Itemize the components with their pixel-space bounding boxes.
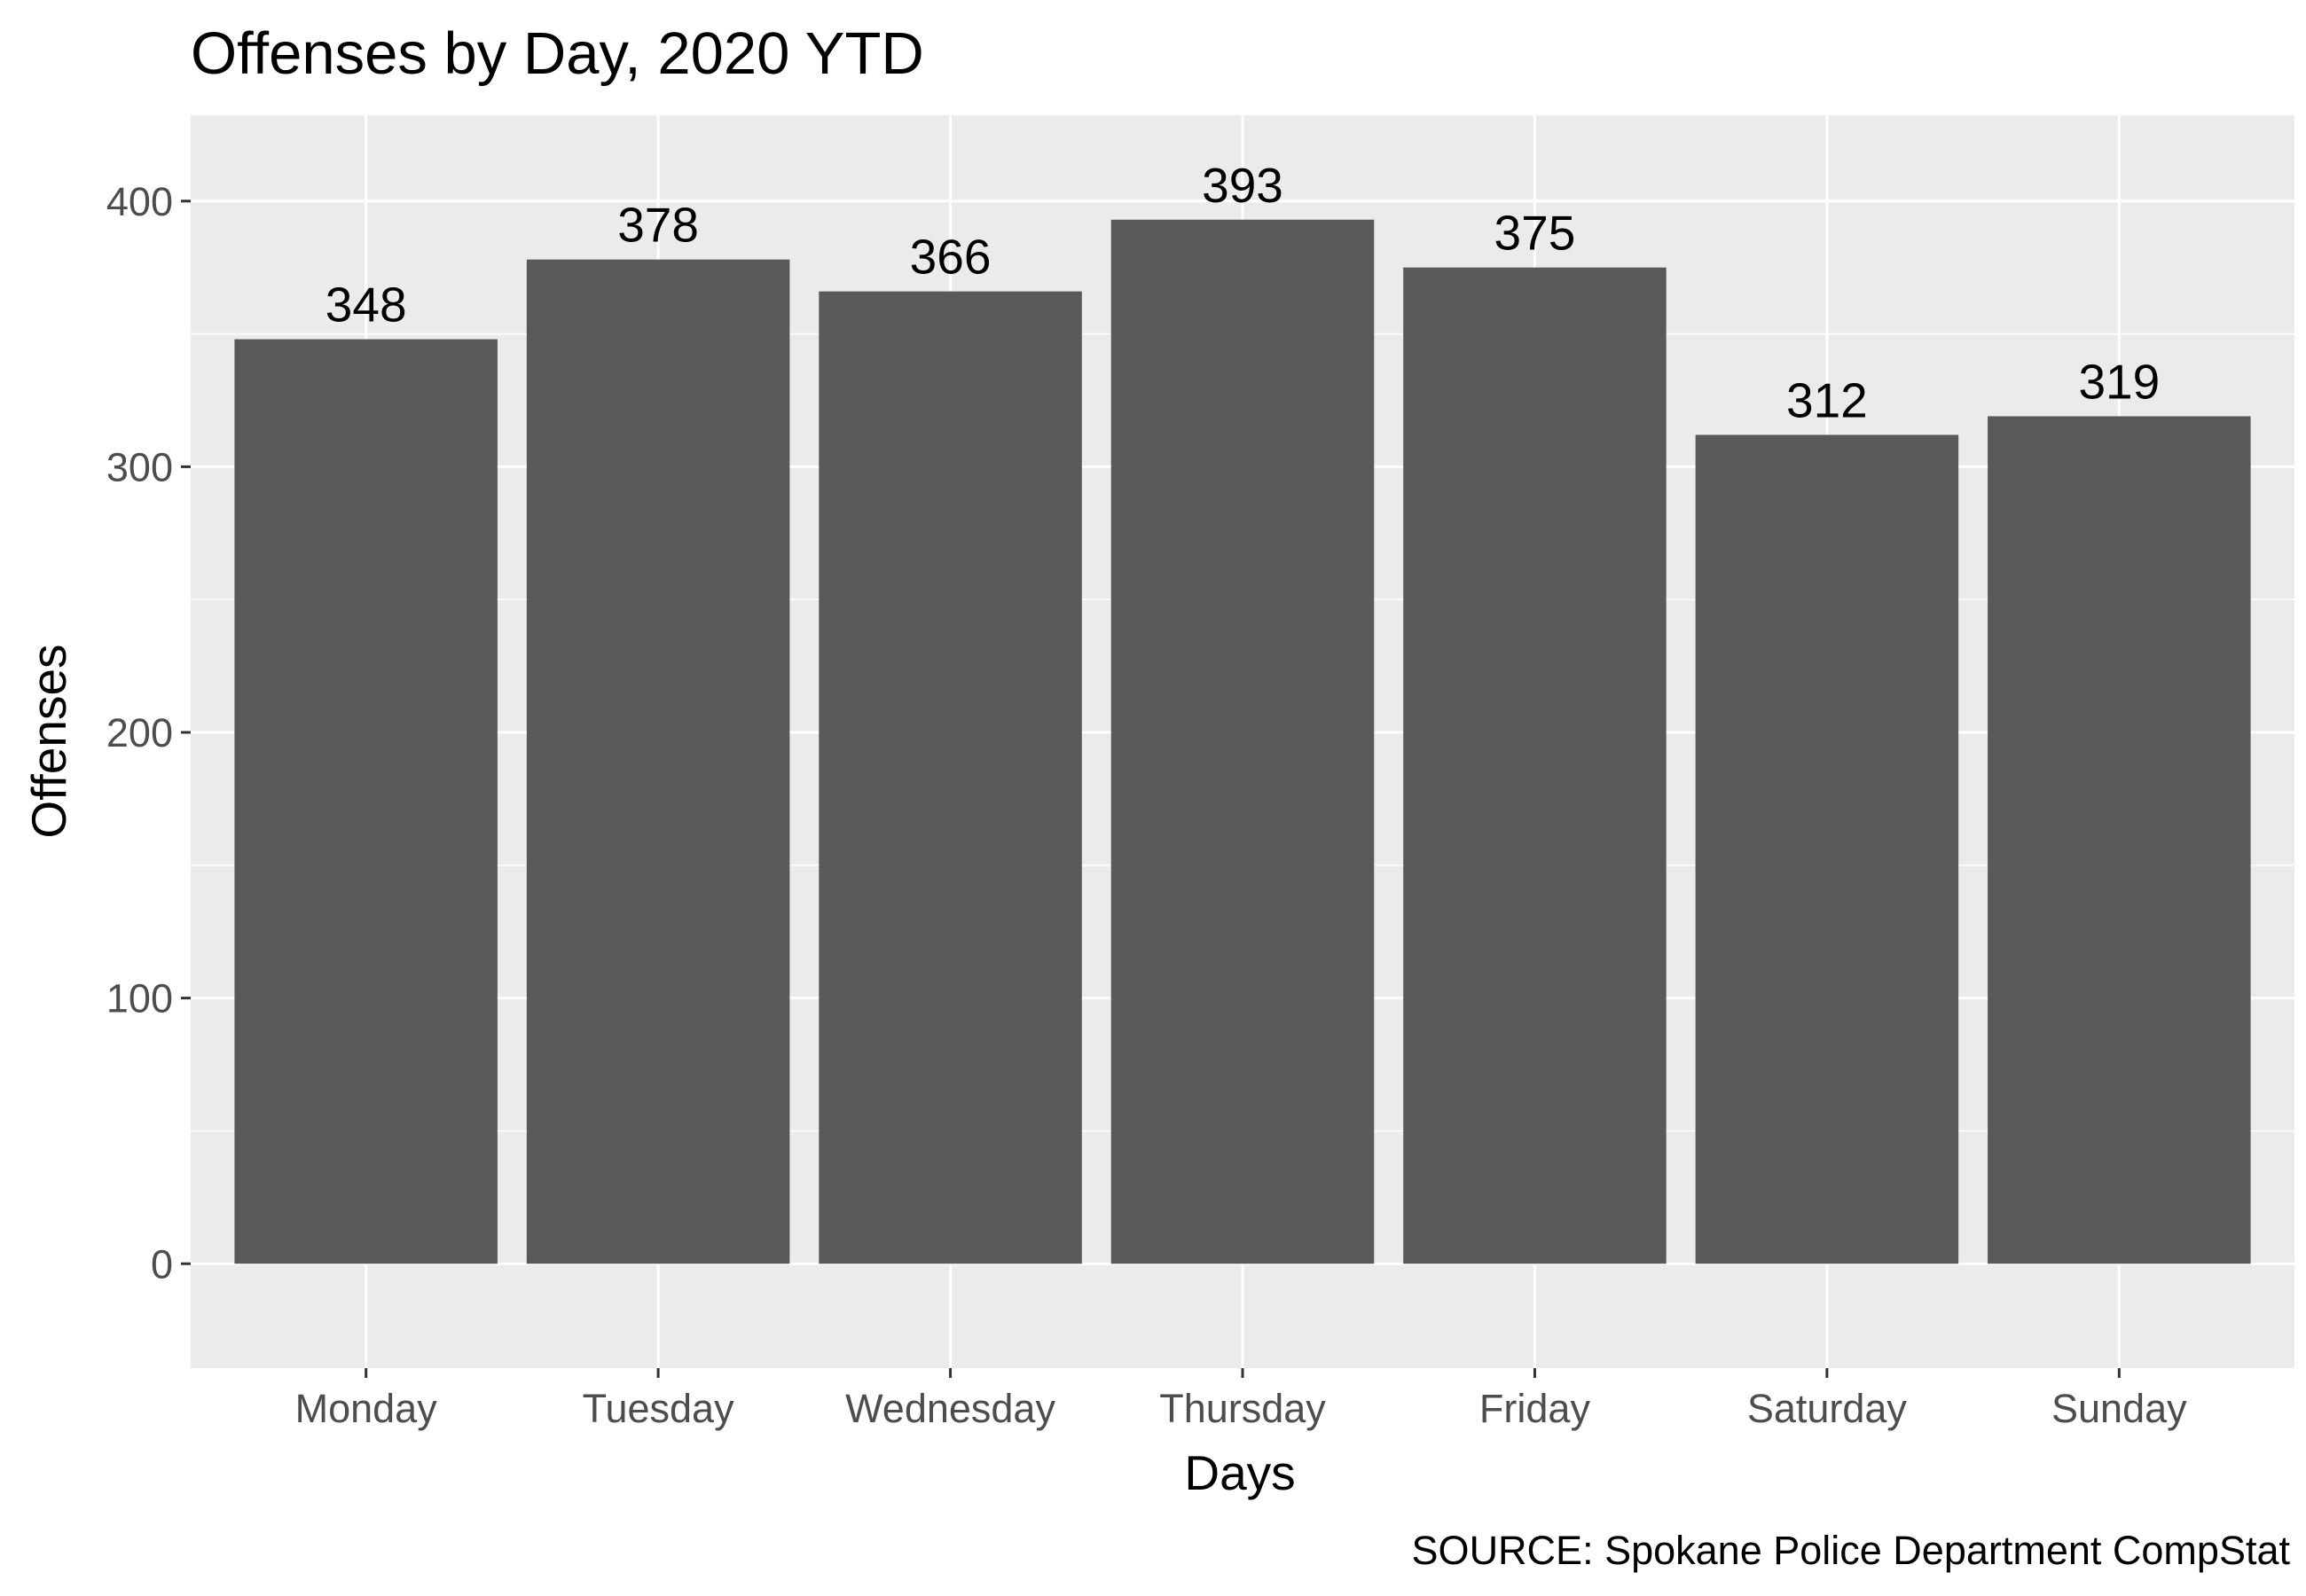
data-label: 312 [1786,372,1868,427]
data-label: 366 [910,230,992,285]
y-axis-title: Offenses [21,644,76,838]
bar [1695,434,1959,1264]
x-axis: Monday Tuesday Wednesday Thursday Friday Satu… [295,1368,2187,1431]
bar [1988,416,2251,1264]
data-label: 375 [1494,206,1576,261]
x-tick-label: Sunday [2051,1386,2187,1431]
bar [1403,267,1667,1264]
data-label: 378 [617,198,699,253]
source-caption: SOURCE: Spokane Police Department CompSt… [1412,1528,2291,1573]
y-tick-label: 0 [151,1241,173,1287]
bar [234,339,498,1264]
x-tick-label: Wednesday [845,1386,1055,1431]
x-tick-label: Tuesday [583,1386,734,1431]
data-label: 319 [2078,354,2160,409]
y-axis: 0 100 200 300 400 [106,179,191,1287]
y-tick-label: 100 [106,976,173,1021]
y-tick-label: 400 [106,179,173,224]
bar [526,259,790,1264]
bars [234,219,2251,1264]
data-labels: 348 378 366 393 375 312 319 [326,158,2160,428]
bar [819,291,1082,1264]
x-tick-label: Thursday [1159,1386,1326,1431]
x-tick-label: Saturday [1747,1386,1908,1431]
data-label: 348 [326,278,407,332]
y-tick-label: 200 [106,710,173,755]
data-label: 393 [1202,158,1283,213]
x-axis-title: Days [1184,1445,1295,1500]
chart-title: Offenses by Day, 2020 YTD [191,20,924,87]
y-tick-label: 300 [106,444,173,489]
x-tick-label: Friday [1479,1386,1591,1431]
x-tick-label: Monday [295,1386,438,1431]
bar [1110,219,1375,1264]
